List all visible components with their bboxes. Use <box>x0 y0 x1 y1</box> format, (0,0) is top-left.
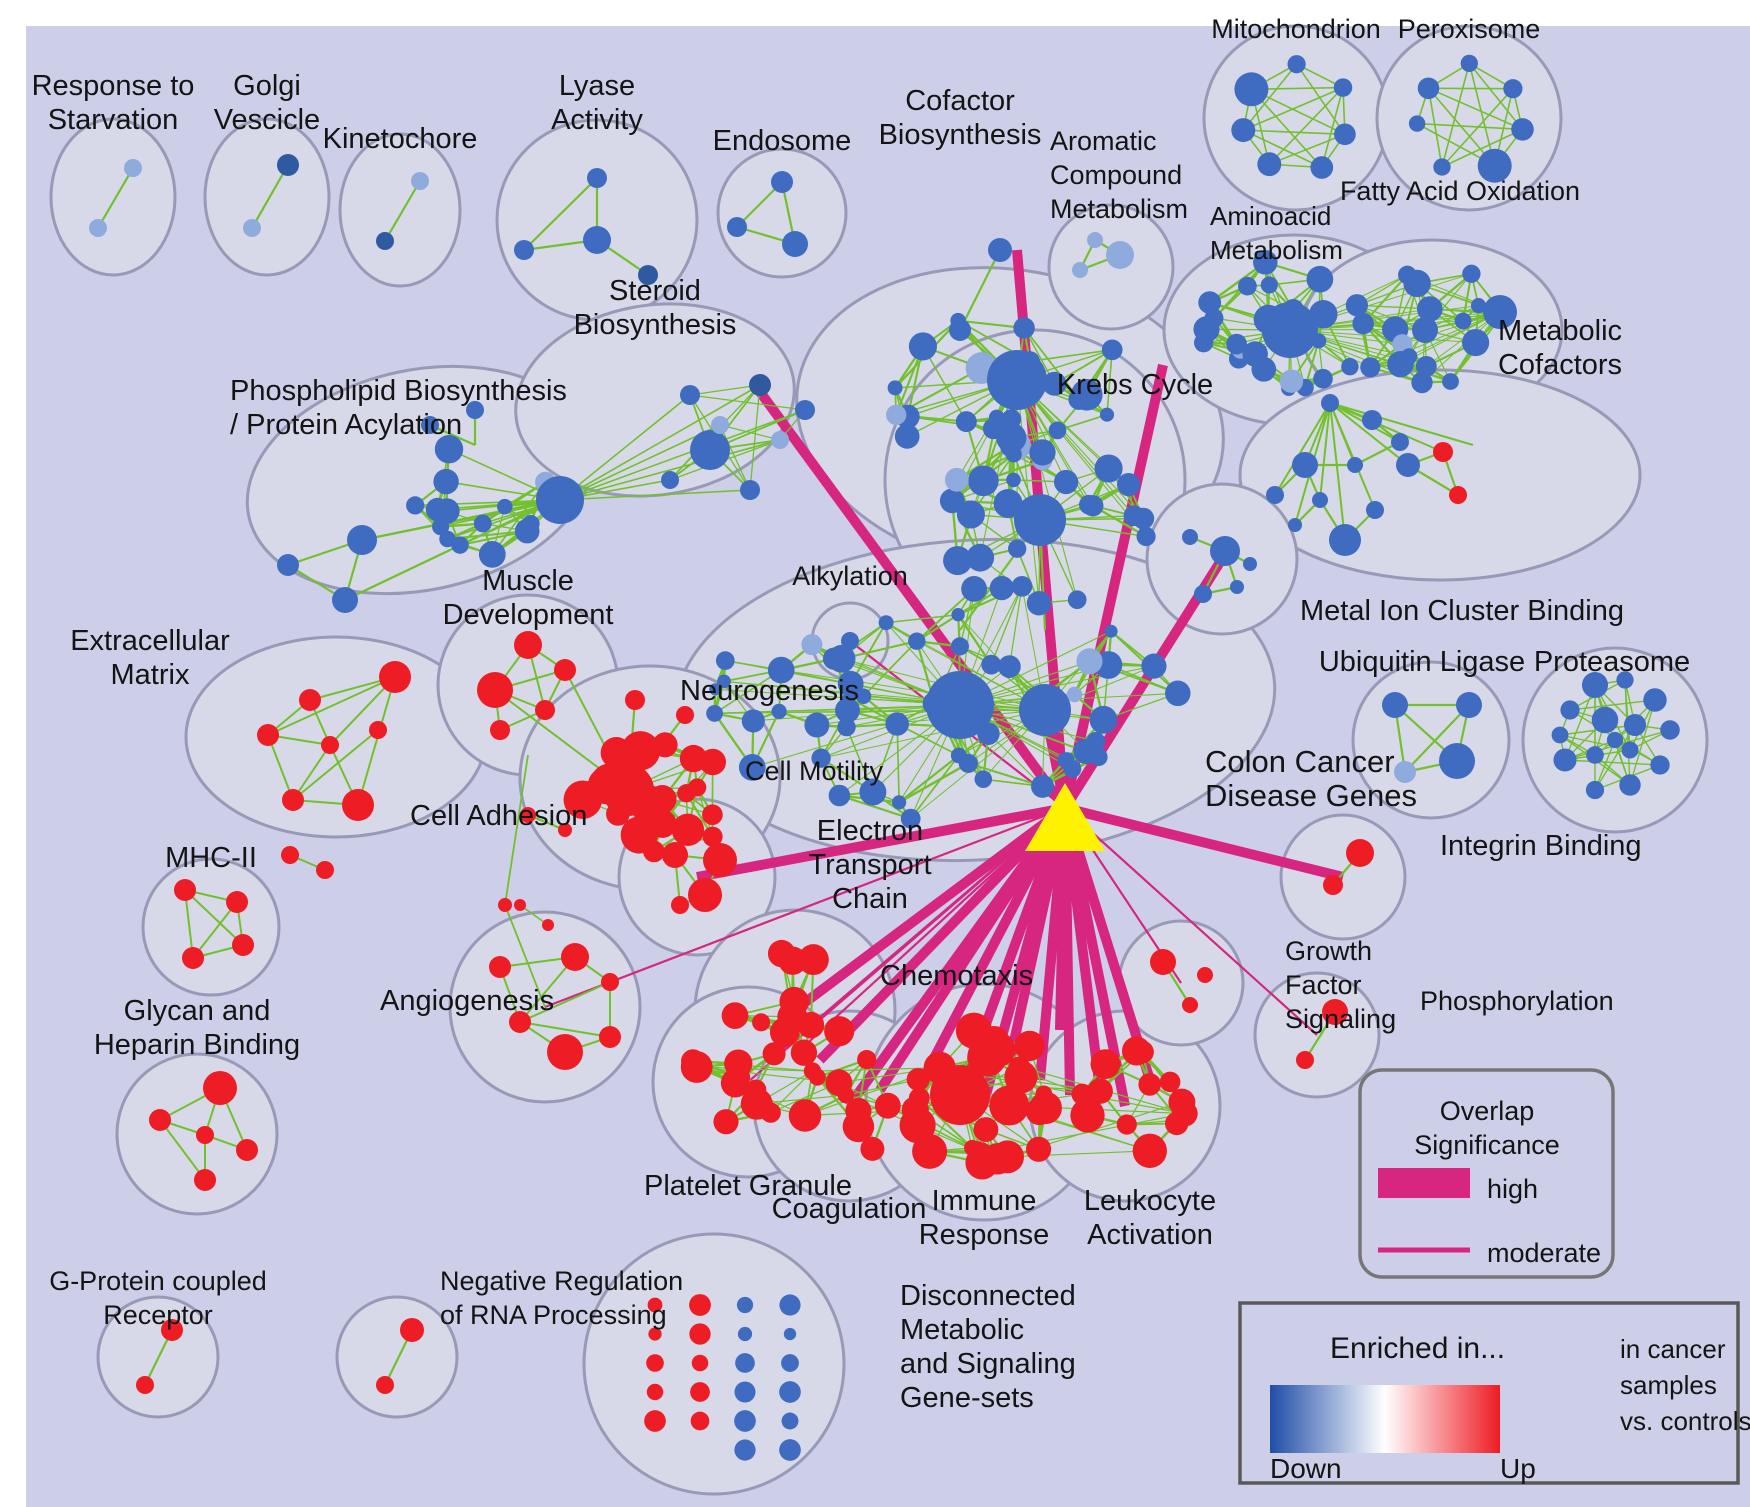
svg-text:G-Protein coupled: G-Protein coupled <box>49 1266 267 1296</box>
svg-text:Proteasome: Proteasome <box>1534 646 1690 678</box>
svg-text:Coagulation: Coagulation <box>772 1193 927 1225</box>
svg-text:and Signaling: and Signaling <box>900 1348 1076 1380</box>
svg-text:Colon Cancer: Colon Cancer <box>1205 744 1395 779</box>
svg-text:Biosynthesis: Biosynthesis <box>574 309 737 341</box>
svg-text:Metabolic: Metabolic <box>900 1314 1024 1346</box>
svg-text:Extracellular: Extracellular <box>70 625 230 657</box>
svg-text:MHC-II: MHC-II <box>165 842 257 874</box>
svg-text:Up: Up <box>1500 1453 1536 1484</box>
svg-text:Overlap: Overlap <box>1440 1096 1535 1126</box>
svg-text:Phosphorylation: Phosphorylation <box>1420 986 1614 1016</box>
svg-text:Mitochondrion: Mitochondrion <box>1211 14 1381 44</box>
svg-text:vs. controls: vs. controls <box>1620 1406 1750 1436</box>
svg-text:Factor: Factor <box>1285 970 1362 1000</box>
svg-text:Neurogenesis: Neurogenesis <box>680 675 859 707</box>
svg-text:Phospholipid Biosynthesis: Phospholipid Biosynthesis <box>230 375 567 407</box>
svg-text:Endosome: Endosome <box>713 125 852 157</box>
svg-text:Lyase: Lyase <box>559 70 635 102</box>
svg-text:Enriched in...: Enriched in... <box>1330 1332 1505 1365</box>
svg-text:Angiogenesis: Angiogenesis <box>380 985 554 1017</box>
svg-text:Heparin Binding: Heparin Binding <box>94 1029 300 1061</box>
svg-text:Golgi: Golgi <box>233 70 301 102</box>
svg-text:Cell Adhesion: Cell Adhesion <box>410 800 587 832</box>
svg-text:Muscle: Muscle <box>482 565 574 597</box>
svg-text:Aminoacid: Aminoacid <box>1210 201 1331 231</box>
svg-text:Steroid: Steroid <box>609 275 701 307</box>
svg-text:Integrin Binding: Integrin Binding <box>1440 830 1642 862</box>
svg-text:Leukocyte: Leukocyte <box>1084 1185 1216 1217</box>
svg-text:Metabolism: Metabolism <box>1050 194 1188 224</box>
svg-text:Negative Regulation: Negative Regulation <box>440 1266 683 1296</box>
svg-text:Transport: Transport <box>808 849 931 881</box>
svg-text:Ubiquitin Ligase: Ubiquitin Ligase <box>1319 646 1525 678</box>
svg-text:Gene-sets: Gene-sets <box>900 1382 1034 1414</box>
svg-text:Cofactors: Cofactors <box>1498 349 1622 381</box>
svg-text:Development: Development <box>443 599 614 631</box>
svg-text:of RNA Processing: of RNA Processing <box>440 1300 667 1330</box>
svg-text:in cancer: in cancer <box>1620 1334 1726 1364</box>
svg-text:Disease Genes: Disease Genes <box>1205 778 1417 813</box>
svg-text:Alkylation: Alkylation <box>792 561 908 591</box>
svg-text:/ Protein Acylation: / Protein Acylation <box>230 409 462 441</box>
svg-text:Electron: Electron <box>817 815 923 847</box>
svg-text:Down: Down <box>1270 1453 1342 1484</box>
svg-text:Cell Motility: Cell Motility <box>745 756 884 786</box>
svg-text:Biosynthesis: Biosynthesis <box>879 119 1042 151</box>
svg-text:Metal Ion Cluster Binding: Metal Ion Cluster Binding <box>1300 595 1624 627</box>
svg-text:Compound: Compound <box>1050 160 1182 190</box>
svg-text:Aromatic: Aromatic <box>1050 126 1157 156</box>
svg-text:Metabolism: Metabolism <box>1210 235 1343 265</box>
svg-text:Activation: Activation <box>1087 1219 1213 1251</box>
svg-text:Disconnected: Disconnected <box>900 1280 1076 1312</box>
svg-text:Vescicle: Vescicle <box>214 104 320 136</box>
svg-text:Chain: Chain <box>832 883 908 915</box>
svg-text:Krebs Cycle: Krebs Cycle <box>1057 369 1213 401</box>
svg-text:samples: samples <box>1620 1370 1717 1400</box>
svg-text:Significance: Significance <box>1414 1130 1560 1160</box>
svg-text:Metabolic: Metabolic <box>1498 315 1622 347</box>
svg-text:Kinetochore: Kinetochore <box>323 123 478 155</box>
svg-text:Glycan and: Glycan and <box>124 995 271 1027</box>
svg-text:Chemotaxis: Chemotaxis <box>880 960 1033 992</box>
svg-text:Receptor: Receptor <box>103 1300 213 1330</box>
svg-text:Matrix: Matrix <box>111 659 190 691</box>
svg-text:Activity: Activity <box>551 104 643 136</box>
svg-text:Cofactor: Cofactor <box>905 85 1015 117</box>
svg-text:moderate: moderate <box>1487 1238 1601 1268</box>
svg-text:Growth: Growth <box>1285 936 1372 966</box>
svg-text:Response to: Response to <box>32 70 195 102</box>
svg-text:Fatty Acid Oxidation: Fatty Acid Oxidation <box>1340 176 1580 206</box>
svg-text:high: high <box>1487 1174 1538 1204</box>
svg-text:Peroxisome: Peroxisome <box>1398 14 1541 44</box>
svg-text:Response: Response <box>919 1219 1050 1251</box>
svg-text:Immune: Immune <box>932 1185 1037 1217</box>
svg-text:Starvation: Starvation <box>48 104 179 136</box>
svg-text:Signaling: Signaling <box>1285 1004 1396 1034</box>
